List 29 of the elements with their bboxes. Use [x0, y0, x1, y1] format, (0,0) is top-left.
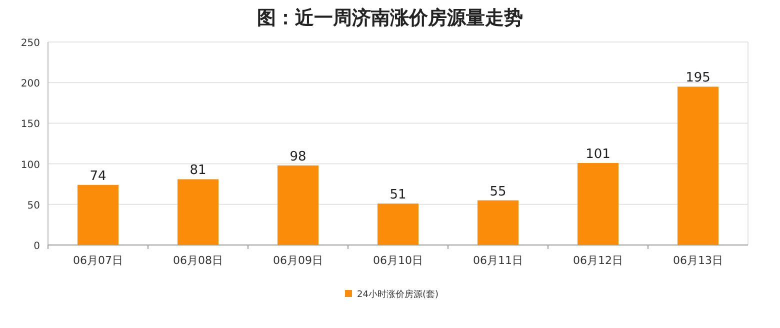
bar [578, 162, 618, 245]
data-label: 81 [190, 163, 206, 178]
bar [378, 204, 418, 245]
bar [478, 200, 518, 245]
x-tick-label: 06月13日 [673, 254, 723, 267]
y-tick-label: 150 [20, 119, 40, 130]
bar [678, 86, 718, 245]
data-label: 101 [586, 146, 610, 162]
x-tick-label: 06月11日 [473, 254, 523, 267]
y-tick-label: 50 [27, 200, 40, 212]
x-tick-label: 06月07日 [73, 254, 123, 267]
data-label: 98 [290, 149, 306, 164]
x-tick-label: 06月10日 [373, 254, 423, 267]
bar [78, 184, 118, 245]
y-tick-label: 0 [34, 241, 40, 252]
y-tick-label: 200 [20, 78, 40, 90]
bar [278, 165, 318, 245]
data-label: 51 [390, 188, 406, 203]
data-label: 55 [490, 184, 506, 200]
legend-label: 24小时涨价房源(套) [357, 289, 438, 300]
data-label: 195 [686, 70, 710, 86]
data-label: 74 [90, 168, 106, 184]
y-tick-label: 250 [20, 38, 40, 49]
bar [178, 179, 218, 245]
x-tick-label: 06月08日 [173, 254, 223, 267]
x-tick-label: 06月09日 [273, 254, 323, 267]
x-tick-label: 06月12日 [573, 254, 623, 267]
y-tick-label: 100 [20, 160, 40, 171]
chart-title: 图：近一周济南涨价房源量走势 [257, 7, 523, 29]
